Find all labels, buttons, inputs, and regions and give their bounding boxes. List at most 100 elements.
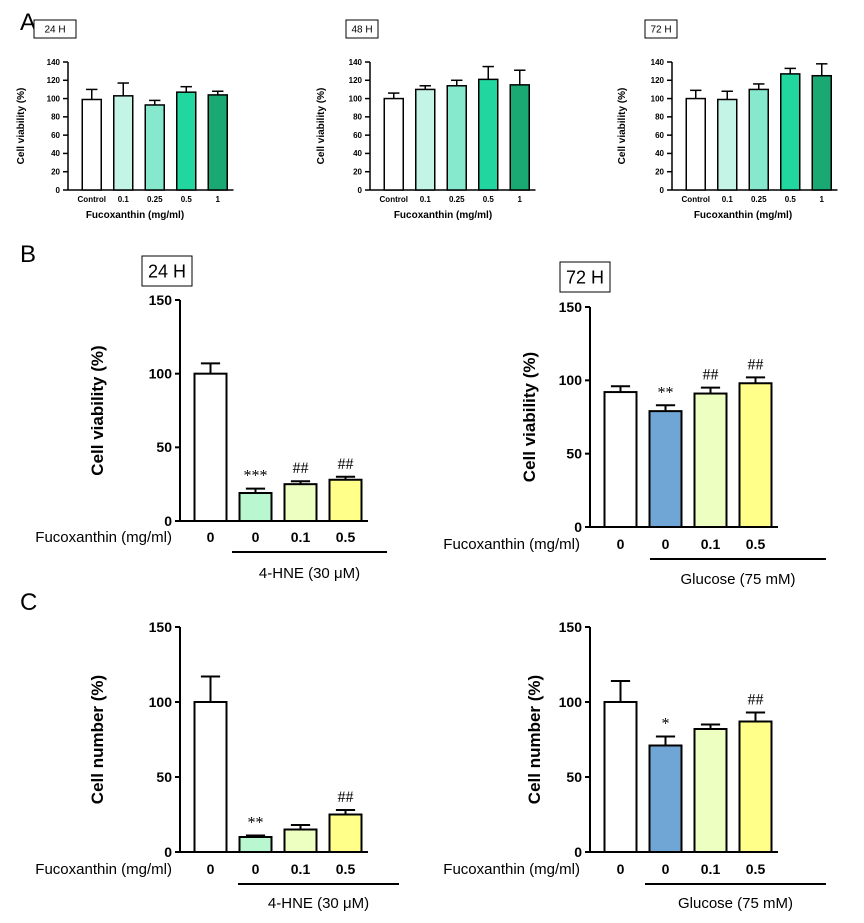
time-label-box bbox=[345, 19, 379, 39]
bar bbox=[693, 392, 728, 528]
y-tick-label: 100 bbox=[149, 366, 173, 382]
category-label: Control bbox=[682, 195, 710, 204]
bar bbox=[603, 701, 638, 853]
category-label: 0.1 bbox=[291, 529, 311, 545]
row-label: Fucoxanthin (mg/ml) bbox=[35, 529, 172, 546]
treatment-label: 4-HNE (30 μM) bbox=[259, 565, 360, 582]
bar bbox=[238, 492, 273, 522]
bar bbox=[328, 813, 363, 853]
time-label: 72 H bbox=[650, 25, 671, 36]
y-tick-label: 0 bbox=[574, 844, 582, 860]
y-tick-label: 150 bbox=[559, 299, 583, 315]
significance-mark: ## bbox=[748, 356, 764, 373]
y-tick-label: 100 bbox=[47, 94, 61, 103]
y-tick-label: 100 bbox=[651, 94, 665, 103]
treatment-label: Glucose (75 mM) bbox=[680, 571, 795, 588]
time-label-box bbox=[141, 255, 193, 287]
x-axis-title: Fucoxanthin (mg/ml) bbox=[394, 210, 492, 221]
y-axis-title: Cell viability (%) bbox=[520, 352, 539, 482]
significance-mark: ## bbox=[338, 789, 354, 806]
category-label: 0.5 bbox=[336, 861, 356, 877]
time-label-box bbox=[644, 19, 678, 39]
y-tick-label: 80 bbox=[655, 113, 664, 122]
y-tick-label: 20 bbox=[51, 168, 60, 177]
category-label: 0.5 bbox=[785, 195, 797, 204]
y-tick-label: 20 bbox=[655, 168, 664, 177]
bar bbox=[283, 828, 318, 853]
significance-mark: ** bbox=[248, 815, 264, 832]
y-tick-label: 120 bbox=[47, 76, 61, 85]
panel-letter-c: C bbox=[20, 589, 37, 616]
category-label: 1 bbox=[518, 195, 523, 204]
bar bbox=[693, 728, 728, 853]
y-tick-label: 50 bbox=[156, 769, 172, 785]
category-label: 0 bbox=[252, 861, 260, 877]
category-label: 0.5 bbox=[181, 195, 193, 204]
category-label: 1 bbox=[216, 195, 221, 204]
category-label: 0.1 bbox=[118, 195, 130, 204]
y-tick-label: 80 bbox=[353, 113, 362, 122]
panel-letter-a: A bbox=[20, 9, 36, 36]
category-label: 0.1 bbox=[701, 536, 721, 552]
bar bbox=[648, 410, 683, 528]
y-tick-label: 140 bbox=[47, 58, 61, 67]
y-tick-label: 0 bbox=[660, 186, 665, 195]
row-label: Fucoxanthin (mg/ml) bbox=[443, 536, 580, 553]
y-tick-label: 140 bbox=[349, 58, 363, 67]
time-label: 72 H bbox=[566, 267, 604, 287]
y-tick-label: 120 bbox=[651, 76, 665, 85]
significance-mark: ** bbox=[658, 384, 674, 401]
category-label: 0.1 bbox=[420, 195, 432, 204]
y-tick-label: 40 bbox=[353, 149, 362, 158]
category-label: 0 bbox=[662, 536, 670, 552]
bar bbox=[648, 744, 683, 853]
category-label: 0.25 bbox=[751, 195, 767, 204]
x-axis-title: Fucoxanthin (mg/ml) bbox=[86, 210, 184, 221]
y-tick-label: 60 bbox=[51, 131, 60, 140]
bar bbox=[738, 382, 773, 528]
category-label: 0.1 bbox=[291, 861, 311, 877]
y-tick-label: 150 bbox=[559, 619, 583, 635]
bar bbox=[603, 391, 638, 529]
y-tick-label: 80 bbox=[51, 113, 60, 122]
bar bbox=[748, 88, 769, 191]
category-label: 1 bbox=[820, 195, 825, 204]
significance-mark: ## bbox=[338, 456, 354, 473]
category-label: 0.5 bbox=[483, 195, 495, 204]
category-label: 0 bbox=[662, 861, 670, 877]
chart-2: 0 20 40 60 80 100 120 140 Cell viability (%) 48 H… bbox=[316, 19, 536, 221]
bar bbox=[113, 95, 134, 191]
y-axis-title: Cell number (%) bbox=[525, 675, 544, 804]
row-label: Fucoxanthin (mg/ml) bbox=[443, 861, 580, 878]
category-label: Control bbox=[78, 195, 106, 204]
bar bbox=[193, 372, 228, 522]
x-axis-title: Fucoxanthin (mg/ml) bbox=[694, 210, 792, 221]
row-label: Fucoxanthin (mg/ml) bbox=[35, 861, 172, 878]
y-tick-label: 150 bbox=[149, 619, 173, 635]
time-label: 24 H bbox=[148, 261, 186, 281]
y-axis-title: Cell viability (%) bbox=[617, 88, 628, 165]
y-tick-label: 0 bbox=[358, 186, 363, 195]
y-tick-label: 0 bbox=[56, 186, 61, 195]
chart-4: 0 50 100 150 Cell viability (%) 24 H 0 0 *** 0.1 #… bbox=[35, 255, 387, 582]
significance-mark: ## bbox=[748, 692, 764, 709]
y-tick-label: 100 bbox=[559, 694, 583, 710]
category-label: 0 bbox=[252, 529, 260, 545]
bar bbox=[207, 94, 228, 191]
category-label: 0.25 bbox=[147, 195, 163, 204]
y-tick-label: 60 bbox=[353, 131, 362, 140]
chart-3: 0 20 40 60 80 100 120 140 Cell viability (%) 72 H… bbox=[617, 19, 838, 221]
y-tick-label: 0 bbox=[574, 519, 582, 535]
bar bbox=[478, 78, 499, 191]
time-label-box bbox=[33, 19, 77, 39]
category-label: 0 bbox=[617, 536, 625, 552]
y-tick-label: 100 bbox=[559, 372, 583, 388]
y-tick-label: 40 bbox=[51, 149, 60, 158]
category-label: 0.5 bbox=[746, 861, 766, 877]
chart-1: 0 20 40 60 80 100 120 140 Cell viability (%) 24 H… bbox=[16, 19, 234, 221]
category-label: 0.1 bbox=[722, 195, 734, 204]
time-label: 24 H bbox=[44, 25, 65, 36]
y-axis-title: Cell viability (%) bbox=[316, 88, 327, 165]
bar bbox=[780, 73, 801, 191]
